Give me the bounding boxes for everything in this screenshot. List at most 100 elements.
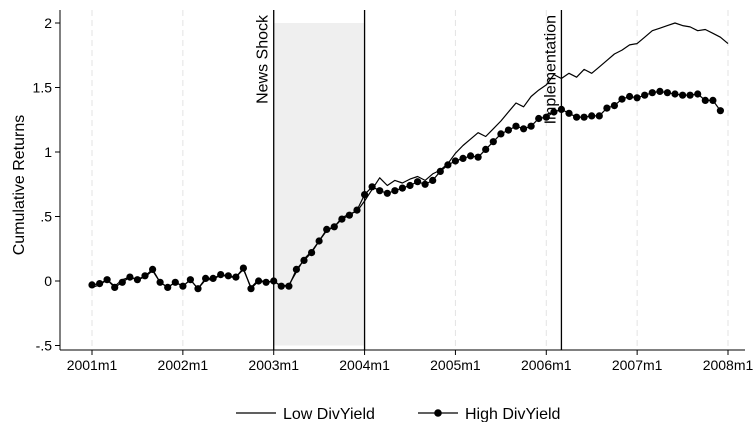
shaded-region [273, 23, 365, 346]
series-1-point-34 [345, 211, 353, 219]
series-layer [88, 22, 729, 293]
series-1-point-37 [368, 183, 376, 191]
y-tick-label-3: 1 [44, 144, 52, 160]
series-1-point-62 [557, 105, 566, 113]
vertical-lines [273, 10, 563, 350]
series-1-point-66 [588, 112, 596, 120]
series-1-point-33 [338, 215, 346, 223]
legend-high-divyield-marker [434, 409, 442, 417]
series-1-point-55 [504, 126, 512, 134]
series-1-point-4 [118, 278, 126, 286]
shaded-region-group [273, 23, 365, 346]
series-1-point-53 [489, 138, 497, 146]
series-1-point-12 [179, 282, 187, 290]
vline-label-0: News Shock [255, 14, 272, 104]
series-1-point-10 [164, 283, 172, 291]
y-axis-title: Cumulative Returns [11, 115, 28, 256]
series-1-point-68 [603, 104, 611, 112]
series-1-point-14 [194, 285, 202, 293]
y-tick-label-5: 2 [44, 15, 52, 31]
series-1-point-43 [414, 178, 422, 186]
series-1-point-64 [573, 113, 581, 121]
series-1-point-47 [444, 161, 452, 169]
x-tick-label-6: 2007m1 [612, 357, 663, 373]
annotations: News Shock Implementation [255, 14, 560, 124]
series-1-point-75 [656, 87, 664, 95]
axes: -.5 0 .5 1 1.5 2 2001m1 2002m1 2003m1 2004m1 2005m… [33, 10, 753, 373]
series-1-point-65 [580, 113, 588, 121]
series-1-point-59 [535, 114, 543, 123]
series-1-point-1 [96, 280, 104, 288]
series-1-point-72 [633, 94, 641, 102]
legend-high-divyield-label: High DivYield [465, 406, 560, 422]
series-1-point-63 [565, 109, 573, 117]
series-1-point-57 [520, 125, 528, 133]
series-1-point-54 [497, 130, 505, 138]
series-1-point-3 [111, 283, 119, 291]
series-1-point-70 [618, 95, 626, 103]
series-1-point-71 [626, 92, 634, 101]
series-1-point-21 [247, 285, 255, 293]
series-1-point-77 [671, 90, 679, 98]
series-1-point-80 [694, 90, 702, 98]
series-1-point-52 [482, 145, 490, 153]
series-1-point-19 [232, 273, 240, 281]
series-1-point-82 [709, 96, 717, 104]
series-1-point-38 [376, 187, 384, 195]
series-1-point-36 [361, 191, 369, 199]
series-1-point-18 [224, 272, 232, 280]
series-1-point-39 [383, 189, 391, 197]
series-1-point-44 [421, 180, 429, 188]
y-tick-label-2: .5 [40, 209, 52, 225]
series-1-point-45 [429, 176, 437, 184]
series-1-point-79 [686, 91, 694, 99]
series-1-point-5 [126, 273, 134, 281]
series-1-point-24 [270, 277, 278, 285]
series-1-point-8 [149, 265, 157, 273]
series-1-point-67 [595, 112, 603, 120]
series-1-point-73 [641, 91, 649, 99]
series-1-point-31 [323, 225, 331, 233]
series-1-point-49 [459, 154, 467, 162]
series-1-point-50 [467, 152, 475, 160]
series-1-point-25 [277, 282, 285, 290]
series-1-point-26 [285, 282, 293, 290]
y-tick-label-4: 1.5 [33, 80, 53, 96]
series-1-point-78 [679, 91, 687, 99]
series-1-point-51 [474, 153, 482, 161]
series-1-point-27 [292, 265, 300, 273]
series-1-point-15 [202, 274, 210, 282]
x-tick-label-1: 2002m1 [158, 357, 209, 373]
series-1-point-83 [716, 107, 725, 115]
series-1-point-22 [255, 277, 263, 285]
series-1-point-13 [186, 276, 194, 284]
series-1-point-46 [436, 167, 444, 175]
series-1-point-16 [209, 274, 217, 282]
series-1-point-61 [550, 108, 558, 116]
series-1-point-58 [527, 122, 535, 130]
series-1-point-7 [141, 272, 149, 280]
series-1-point-9 [156, 278, 164, 286]
series-1-point-23 [262, 278, 270, 286]
x-tick-label-4: 2005m1 [430, 357, 481, 373]
y-tick-label-0: -.5 [36, 338, 53, 354]
vline-label-2: Implementation [542, 15, 559, 124]
series-1-point-29 [308, 249, 316, 257]
series-1-point-17 [217, 271, 225, 279]
series-1-point-56 [512, 122, 520, 130]
x-tick-label-7: 2008m1 [703, 357, 753, 373]
series-1-point-76 [663, 89, 672, 97]
series-1-point-35 [353, 206, 361, 214]
series-1-point-81 [701, 96, 709, 104]
legend: Low DivYield High DivYield [236, 406, 560, 422]
x-tick-label-3: 2004m1 [339, 357, 390, 373]
series-1-point-74 [648, 89, 656, 97]
y-tick-label-1: 0 [44, 273, 52, 289]
series-1-point-32 [330, 223, 338, 231]
x-tick-label-2: 2003m1 [248, 357, 299, 373]
series-1-point-2 [103, 276, 111, 284]
series-1-point-0 [88, 281, 96, 289]
x-tick-label-0: 2001m1 [67, 357, 118, 373]
series-1-point-11 [171, 278, 179, 286]
